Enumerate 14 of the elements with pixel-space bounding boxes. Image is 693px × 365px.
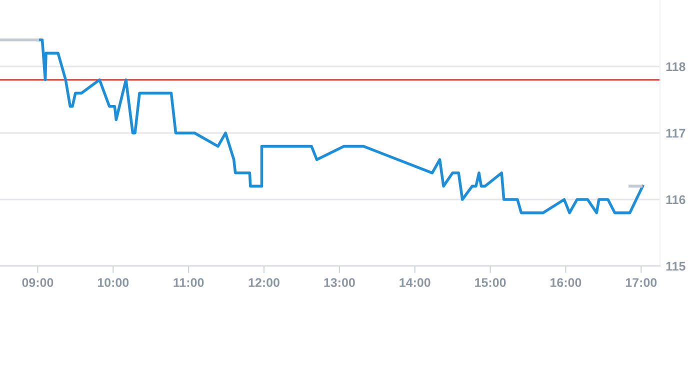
line-series bbox=[36, 38, 644, 214]
y-tick-label: 118 bbox=[666, 62, 686, 72]
y-tick-label: 117 bbox=[666, 128, 686, 138]
x-tick-label: 13:00 bbox=[324, 278, 355, 288]
x-tick-label: 15:00 bbox=[475, 278, 506, 287]
x-tick-label: 17:00 bbox=[626, 278, 657, 287]
x-tick-label: 12:00 bbox=[248, 278, 280, 287]
y-tick-label: 116 bbox=[666, 195, 686, 204]
x-tick-label: 10:00 bbox=[98, 278, 129, 287]
y-tick-label: 115 bbox=[666, 262, 686, 271]
x-tick-label: 11:00 bbox=[174, 278, 204, 287]
x-tick-label: 14:00 bbox=[400, 278, 430, 287]
x-tick-label: 09:00 bbox=[22, 278, 54, 287]
x-tick-label: 16:00 bbox=[550, 278, 582, 287]
